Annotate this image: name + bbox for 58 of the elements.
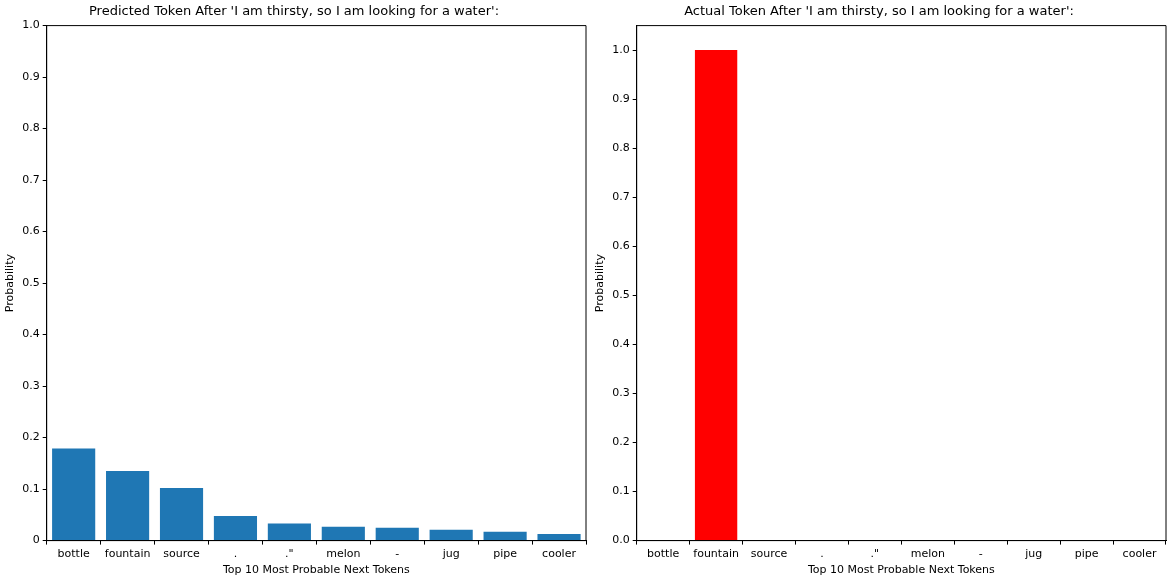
x-tick-label: melon	[910, 547, 945, 561]
x-tick-label: cooler	[542, 547, 577, 561]
y-tick-label: 0.3	[22, 378, 40, 392]
chart-title: Actual Token After 'I am thirsty, so I am looking for a water':	[684, 3, 1074, 19]
y-tick-label: 1.0	[22, 18, 40, 32]
y-tick-label: 0.8	[22, 121, 40, 135]
x-tick-label: .	[820, 547, 824, 561]
x-tick-label: fountain	[693, 547, 739, 561]
x-tick-label: -	[395, 547, 400, 561]
y-tick-label: 0.5	[22, 275, 40, 289]
bar	[213, 515, 258, 541]
y-tick-label: 0.2	[612, 435, 630, 449]
y-tick-label: 0.1	[22, 481, 40, 495]
x-tick-label: cooler	[1122, 547, 1157, 561]
x-tick-label: pipe	[493, 547, 518, 561]
x-tick-label: source	[163, 547, 201, 561]
y-tick-label: 0.1	[612, 484, 630, 498]
bar	[267, 523, 311, 541]
bar	[321, 526, 365, 541]
x-tick-label: bottle	[57, 547, 90, 561]
y-tick-label: 0.3	[612, 386, 630, 400]
bar	[429, 529, 473, 541]
y-tick-label: 0.0	[612, 533, 630, 547]
x-tick-label: .	[233, 547, 238, 561]
y-tick-label: 0.7	[612, 190, 630, 204]
x-tick-label: source	[750, 547, 788, 561]
bar	[52, 448, 96, 541]
chart-title: Predicted Token After 'I am thirsty, so I am looking for a water':	[88, 3, 500, 19]
y-tick-label: 0.7	[22, 172, 40, 186]
y-axis-title: Probability	[593, 253, 607, 313]
x-tick-label: ."	[870, 547, 880, 561]
y-tick-label: 0.4	[612, 337, 630, 351]
bar	[483, 531, 527, 541]
x-tick-label: ."	[285, 547, 294, 561]
y-tick-label: 0.4	[22, 327, 40, 341]
y-axis-title: Probability	[3, 253, 17, 313]
x-tick-label: pipe	[1074, 547, 1099, 561]
y-tick-label: 0.9	[612, 92, 630, 106]
x-axis-title: Top 10 Most Probable Next Tokens	[221, 563, 411, 577]
y-tick-label: 0.2	[22, 430, 40, 444]
bar	[159, 488, 204, 541]
bar	[537, 533, 581, 541]
y-tick-label: 0.9	[22, 69, 40, 83]
y-tick-label: 1.0	[612, 42, 630, 56]
bar	[106, 471, 150, 541]
x-tick-label: bottle	[647, 547, 680, 561]
x-tick-label: melon	[326, 547, 361, 561]
x-tick-label: jug	[441, 547, 460, 561]
y-tick-label: 0.6	[612, 239, 630, 253]
x-tick-label: -	[978, 547, 983, 561]
x-tick-label: fountain	[104, 547, 151, 561]
x-tick-label: jug	[1024, 547, 1043, 561]
y-tick-label: 0.6	[22, 224, 40, 238]
y-tick-label: 0.8	[612, 141, 630, 155]
y-tick-label: 0.5	[612, 288, 630, 302]
bar	[375, 527, 419, 541]
x-axis-title: Top 10 Most Probable Next Tokens	[806, 563, 996, 577]
y-tick-label: 0	[32, 533, 40, 547]
